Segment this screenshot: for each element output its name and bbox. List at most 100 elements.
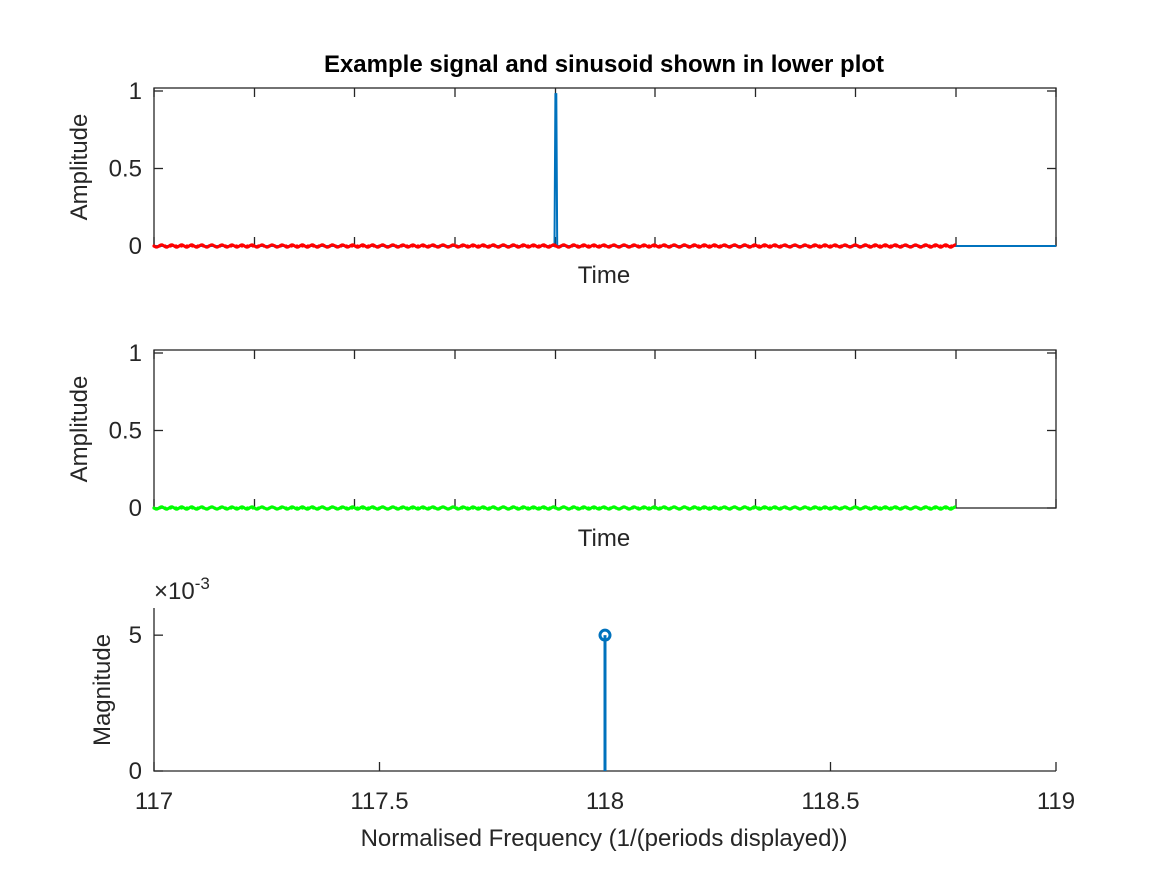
series-0-point (449, 506, 453, 510)
series-0-point (388, 506, 393, 510)
plot-3-xlabel: Normalised Frequency (1/(periods display… (361, 825, 848, 852)
series-0-point (916, 506, 921, 510)
series-0-point (443, 506, 448, 510)
plot-3-ylabel: Magnitude (89, 634, 116, 746)
series-1-point (900, 244, 904, 248)
series-1-point (889, 244, 893, 248)
series-0-point (333, 506, 338, 510)
plot-3-series (598, 628, 612, 771)
series-1-point (625, 244, 629, 248)
series-1-point (592, 244, 596, 248)
series-0-point (762, 506, 767, 510)
series-1-point (515, 244, 519, 248)
series-1-point (526, 244, 530, 248)
series-0-point (487, 506, 492, 510)
series-0-point (938, 506, 943, 510)
plot-1: 00.51 Time Amplitude (66, 78, 1057, 289)
series-1-point (438, 244, 442, 248)
series-1-point (938, 244, 943, 248)
series-1-point (949, 244, 954, 248)
series-0-point (795, 506, 800, 510)
series-0-point (828, 506, 833, 510)
series-0-point (245, 506, 250, 510)
series-1-point (278, 244, 283, 248)
plot-1-x-ticks (153, 88, 1057, 246)
series-1-point (262, 244, 266, 248)
series-0-point (685, 506, 690, 510)
series-1-point (850, 244, 855, 248)
series-1-point (383, 244, 387, 248)
series-1-point (432, 244, 437, 248)
series-0-point (262, 506, 266, 510)
series-0-point (421, 506, 426, 510)
series-0-point (223, 506, 228, 510)
series-1-point (372, 244, 376, 248)
series-0-point (658, 506, 662, 510)
series-1-point (190, 244, 195, 248)
series-1-point (399, 244, 404, 248)
series-0-point (317, 506, 321, 510)
series-0-point (339, 506, 343, 510)
series-1-point (509, 244, 514, 248)
series-0-point (691, 506, 695, 510)
series-0-point (493, 506, 497, 510)
series-1-point (196, 244, 200, 248)
series-1-point (878, 244, 882, 248)
series-0-point (234, 506, 239, 510)
series-1-point (498, 244, 503, 248)
series-1-point (586, 244, 591, 248)
series-0-point (790, 506, 794, 510)
series-1-point (377, 244, 382, 248)
y-tick-label: 0 (129, 495, 142, 522)
series-0-point (861, 506, 866, 510)
series-0-point (278, 506, 283, 510)
figure-title: Example signal and sinusoid shown in low… (324, 51, 884, 78)
series-0-point (553, 506, 558, 510)
series-0-point (608, 506, 613, 510)
x-tick-label: 119 (1037, 788, 1075, 815)
plot-2-ylabel: Amplitude (66, 376, 93, 483)
series-0-point (757, 506, 761, 510)
plot-1-ylabel: Amplitude (66, 114, 93, 221)
series-1-point (696, 244, 701, 248)
series-0-point (311, 506, 316, 510)
series-0-point (773, 506, 778, 510)
series-1-point (724, 244, 728, 248)
series-0-point (614, 506, 618, 510)
series-0-point (597, 506, 602, 510)
series-0-point (509, 506, 514, 510)
y-tick-label: 1 (129, 340, 142, 367)
series-0-point (581, 506, 585, 510)
series-1-point (674, 244, 679, 248)
series-1-point (707, 244, 712, 248)
y-tick-label: 1 (129, 78, 142, 105)
series-1-point (201, 244, 206, 248)
series-1-point (520, 244, 525, 248)
series-1-point (179, 244, 184, 248)
series-1-point (218, 244, 222, 248)
series-1-point (658, 244, 662, 248)
series-1-point (597, 244, 602, 248)
series-1-point (933, 244, 937, 248)
series-1-point (740, 244, 745, 248)
series-0-point (196, 506, 200, 510)
series-0-point (229, 506, 233, 510)
series-0-line (154, 93, 1056, 247)
series-0-point (174, 506, 178, 510)
series-0-point (663, 506, 668, 510)
series-0-point (817, 506, 822, 510)
series-1-point (449, 244, 453, 248)
series-0-point (784, 506, 789, 510)
y-tick-label: 5 (129, 622, 142, 649)
series-0-point (289, 506, 294, 510)
series-0-point (707, 506, 712, 510)
y-tick-label: 0 (129, 758, 142, 785)
series-1-point (152, 244, 156, 248)
series-0-point (405, 506, 409, 510)
series-1-point (691, 244, 695, 248)
series-1-point (421, 244, 426, 248)
series-0-point (218, 506, 222, 510)
series-0-point (273, 506, 277, 510)
series-1-point (350, 244, 354, 248)
